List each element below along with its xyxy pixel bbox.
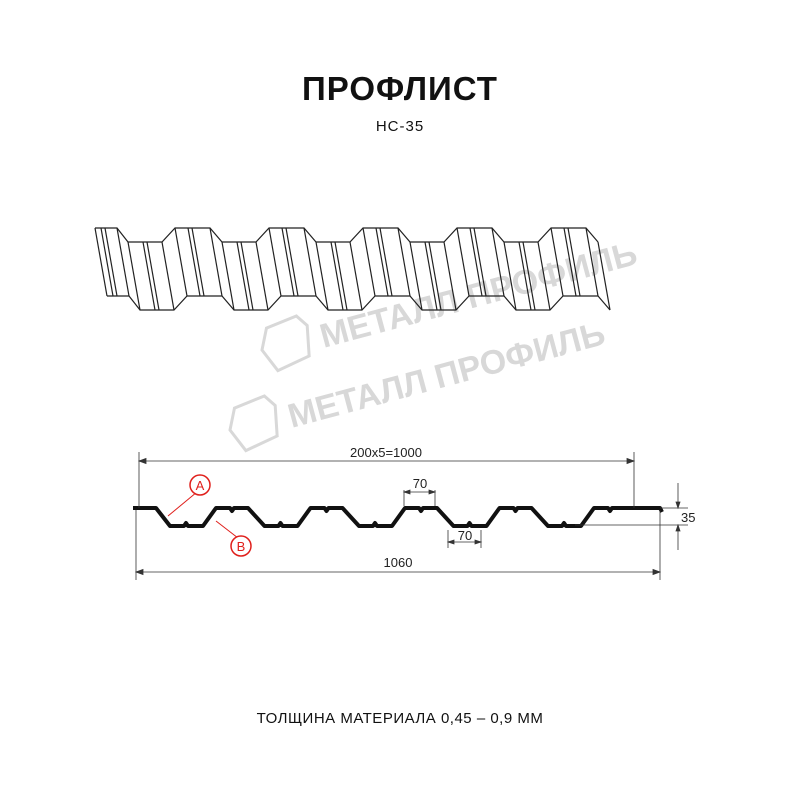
sheet-line [503,241,517,311]
model-label: НС-35 [375,118,425,135]
sheet-line [146,241,160,311]
sheet-line [330,241,344,311]
marker-b: B [215,520,252,557]
sheet-line [236,241,250,311]
sheet-line [221,241,235,311]
sheet-line [537,241,551,311]
sheet-line [315,241,329,311]
sheet-line [116,227,130,297]
sheet-line [585,227,599,297]
sheet-line [303,227,317,297]
sheet-line [428,241,442,311]
sheet-line [522,241,536,311]
sheet-line [281,227,295,297]
sheet-top-edge [95,227,599,243]
sheet-line [443,241,457,311]
thickness-note: ТОЛЩИНА МАТЕРИАЛА 0,45 – 0,9 ММ [256,710,544,727]
sheet-line [379,227,393,297]
sheet-line [349,241,363,311]
watermark-logo-icon [260,314,311,373]
sheet-line [255,241,269,311]
sheet-line [209,227,223,297]
dim-height: 35 [681,510,695,525]
dim-pitch-total: 200x5=1000 [350,445,422,460]
marker-a: A [167,474,211,517]
sheet-line [100,227,114,297]
svg-text:B: B [237,539,246,554]
sheet-line [550,227,564,297]
dimension-lines [134,452,688,580]
sheet-line [469,227,483,297]
sheet-line [127,241,141,311]
dim-bottom-flat: 70 [458,528,472,543]
sheet-line [142,241,156,311]
sheet-line [268,227,282,297]
svg-text:A: A [196,478,205,493]
sheet-line [285,227,299,297]
sheet-line [375,227,389,297]
sheet-line [187,227,201,297]
sheet-3d-view [94,227,611,311]
sheet-line [409,241,423,311]
sheet-line [397,227,411,297]
sheet-line [334,241,348,311]
dim-top-flat: 70 [413,476,427,491]
watermark-logo-icon [228,394,279,453]
sheet-line [424,241,438,311]
sheet-line [473,227,487,297]
sheet-line [563,227,577,297]
sheet-line [191,227,205,297]
sheet-line [518,241,532,311]
sheet-line [240,241,254,311]
sheet-line [567,227,581,297]
sheet-line [104,227,118,297]
dim-full-width: 1060 [384,555,413,570]
sheet-line [174,227,188,297]
sheet-line [94,227,108,297]
sheet-line [161,241,175,311]
sheet-line [456,227,470,297]
profile-section [133,506,664,528]
sheet-line [491,227,505,297]
sheet-line [597,241,611,311]
sheet-line [362,227,376,297]
page-title: ПРОФЛИСТ [302,70,498,107]
